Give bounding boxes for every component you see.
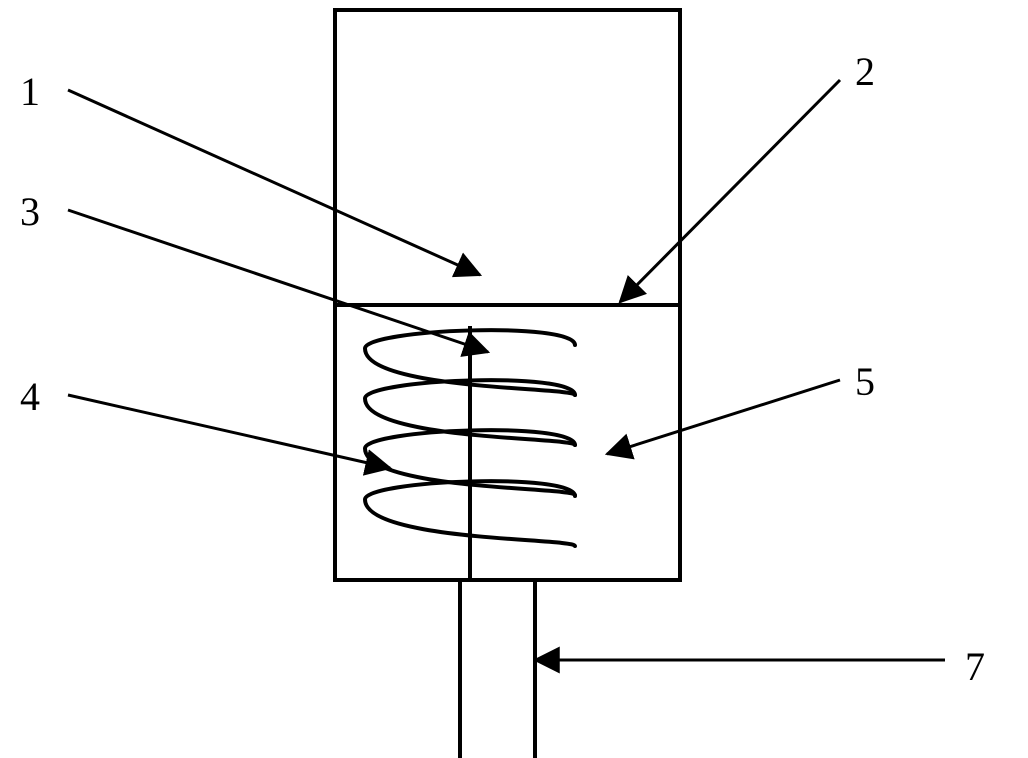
label-1: 1 [20, 69, 40, 114]
callout-labels: 1 2 3 4 5 7 [20, 49, 985, 689]
leader-l5 [607, 380, 840, 454]
bottom-tube [460, 580, 535, 758]
label-4: 4 [20, 374, 40, 419]
label-3: 3 [20, 189, 40, 234]
leader-l2 [620, 80, 840, 302]
label-2: 2 [855, 49, 875, 94]
spring-coil [365, 326, 575, 580]
leader-l1 [68, 90, 480, 275]
label-7: 7 [965, 644, 985, 689]
leader-l4 [68, 395, 390, 468]
label-5: 5 [855, 359, 875, 404]
leader-lines [68, 80, 945, 660]
diagram-canvas: 1 2 3 4 5 7 [0, 0, 1028, 758]
leader-l3 [68, 210, 488, 352]
